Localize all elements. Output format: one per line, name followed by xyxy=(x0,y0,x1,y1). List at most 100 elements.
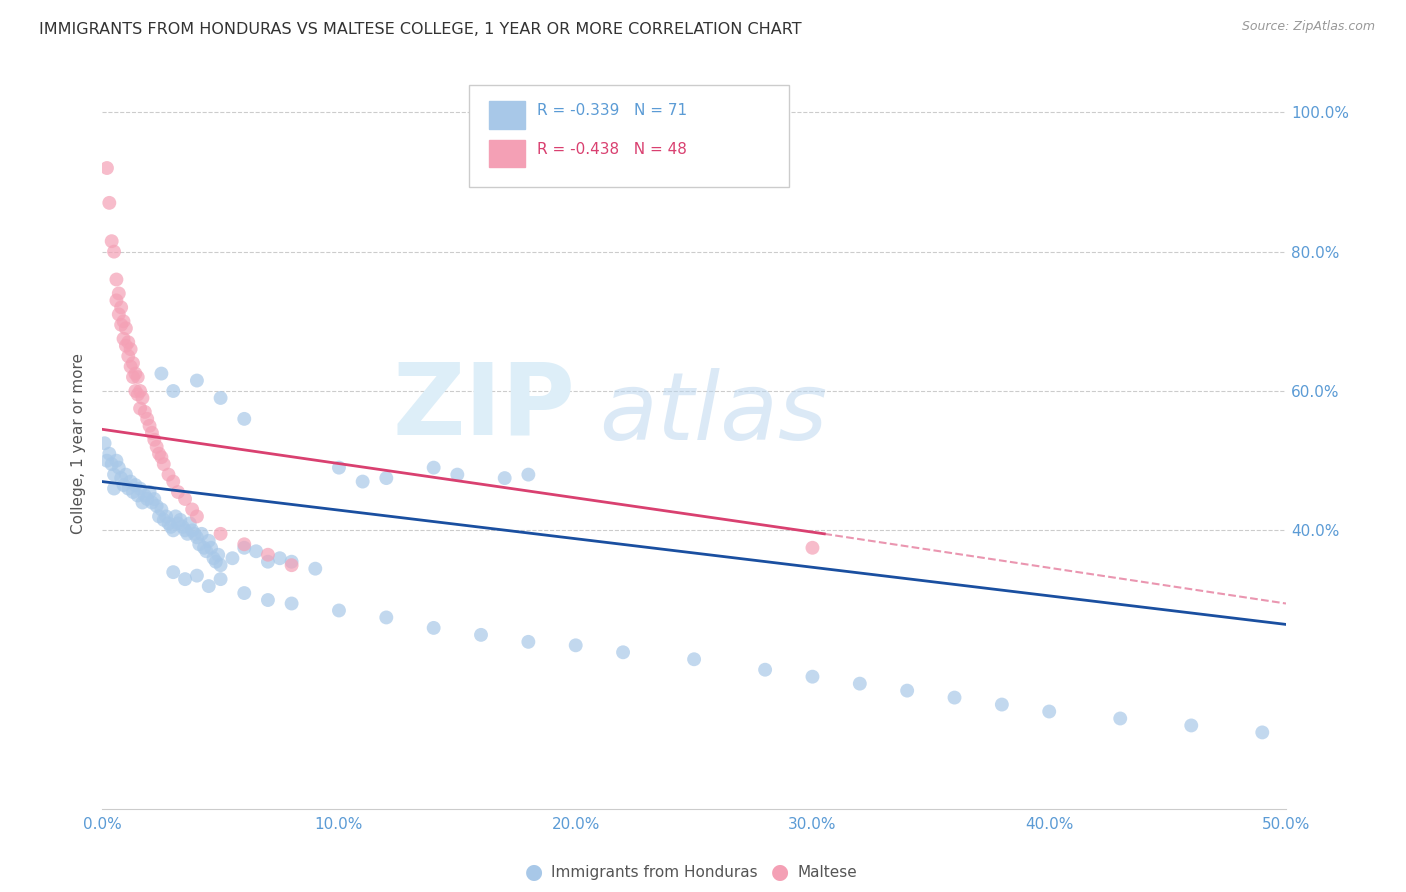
Point xyxy=(233,586,256,600)
Y-axis label: College, 1 year or more: College, 1 year or more xyxy=(72,352,86,533)
Text: Maltese: Maltese xyxy=(797,865,856,880)
Point xyxy=(103,467,125,482)
Point xyxy=(157,516,180,531)
Point xyxy=(197,579,219,593)
Point xyxy=(181,524,204,538)
Point xyxy=(124,367,146,381)
Point xyxy=(304,562,326,576)
Point xyxy=(328,603,350,617)
Point xyxy=(422,460,444,475)
Point xyxy=(112,332,135,346)
Point xyxy=(207,548,229,562)
Point xyxy=(172,520,194,534)
Point xyxy=(169,513,191,527)
Point xyxy=(143,433,166,447)
Point xyxy=(186,568,208,582)
Point xyxy=(127,370,149,384)
Point xyxy=(136,412,159,426)
Point xyxy=(181,502,204,516)
Point xyxy=(162,524,184,538)
Point xyxy=(470,628,492,642)
Point xyxy=(96,453,118,467)
Point xyxy=(145,499,167,513)
Text: ●: ● xyxy=(772,863,789,882)
Point xyxy=(131,391,153,405)
Point xyxy=(494,471,516,485)
Point xyxy=(200,541,222,555)
Point xyxy=(683,652,706,666)
Point xyxy=(120,475,142,489)
Point xyxy=(127,387,149,401)
Point xyxy=(122,485,145,500)
Point xyxy=(150,450,173,465)
Point xyxy=(134,405,156,419)
Point xyxy=(1251,725,1274,739)
Point xyxy=(269,551,291,566)
Point xyxy=(801,670,824,684)
Point xyxy=(205,555,228,569)
Point xyxy=(280,597,302,611)
Point xyxy=(896,683,918,698)
Point xyxy=(120,359,142,374)
Point xyxy=(375,471,398,485)
Text: R = -0.339   N = 71: R = -0.339 N = 71 xyxy=(537,103,686,118)
Point xyxy=(209,391,232,405)
Point xyxy=(179,516,201,531)
Point xyxy=(107,307,129,321)
Bar xyxy=(489,101,524,128)
Point xyxy=(197,533,219,548)
Text: ●: ● xyxy=(526,863,543,882)
Point xyxy=(188,537,211,551)
Text: Source: ZipAtlas.com: Source: ZipAtlas.com xyxy=(1241,20,1375,33)
Point xyxy=(209,558,232,573)
Point xyxy=(105,453,128,467)
Point xyxy=(612,645,634,659)
Point xyxy=(129,482,152,496)
Point xyxy=(257,548,280,562)
Point xyxy=(100,457,122,471)
Point xyxy=(167,485,190,500)
Point xyxy=(165,509,187,524)
Point xyxy=(100,234,122,248)
Point xyxy=(1180,718,1202,732)
Point xyxy=(103,244,125,259)
Point xyxy=(115,339,138,353)
Text: Immigrants from Honduras: Immigrants from Honduras xyxy=(551,865,758,880)
Point xyxy=(162,565,184,579)
Point xyxy=(209,526,232,541)
Text: R = -0.438   N = 48: R = -0.438 N = 48 xyxy=(537,142,686,157)
Point xyxy=(202,551,225,566)
Point xyxy=(145,440,167,454)
Point xyxy=(105,272,128,286)
Point xyxy=(107,286,129,301)
Point xyxy=(186,374,208,388)
Point xyxy=(105,293,128,308)
Point xyxy=(195,544,218,558)
FancyBboxPatch shape xyxy=(470,85,789,187)
Point xyxy=(280,558,302,573)
Point xyxy=(233,537,256,551)
Point xyxy=(141,495,163,509)
Point xyxy=(148,447,170,461)
Point xyxy=(134,489,156,503)
Point xyxy=(148,509,170,524)
Point xyxy=(849,676,872,690)
Point xyxy=(103,482,125,496)
Point xyxy=(186,509,208,524)
Point xyxy=(136,491,159,506)
Point xyxy=(155,509,177,524)
Point xyxy=(328,460,350,475)
Point xyxy=(801,541,824,555)
Point xyxy=(110,471,132,485)
Point xyxy=(98,195,121,210)
Point xyxy=(174,572,197,586)
Point xyxy=(157,467,180,482)
Point xyxy=(138,485,160,500)
Point xyxy=(352,475,374,489)
Point xyxy=(124,384,146,398)
Point xyxy=(138,418,160,433)
Point xyxy=(280,555,302,569)
Point xyxy=(221,551,243,566)
Point xyxy=(122,370,145,384)
Point xyxy=(176,526,198,541)
